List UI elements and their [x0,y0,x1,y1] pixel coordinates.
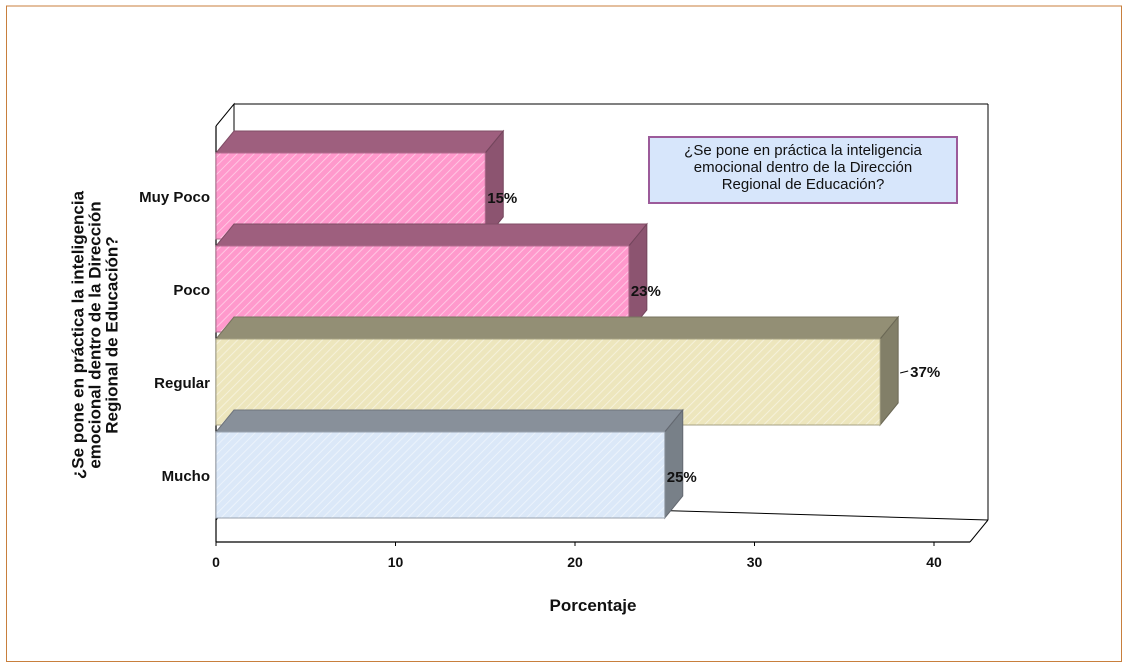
category-label: Regular [154,375,210,392]
value-leader-line [900,370,909,374]
legend-line: Regional de Educación? [721,176,885,193]
chart-frame [6,6,1122,662]
bar-top-face [214,409,684,433]
category-label: Mucho [162,468,210,485]
bar-front-face [215,431,666,519]
y-axis-label-line: Regional de Educación? [102,236,122,434]
bar-poco [214,222,648,334]
legend-line: emocional dentro de la Dirección [693,159,913,176]
value-label: 37% [910,364,940,381]
value-label: 15% [487,190,517,207]
category-label: Poco [173,282,210,299]
value-label: 23% [631,283,661,300]
bar-regular [214,315,900,427]
x-tick-label: 40 [926,554,942,570]
x-tick-label: 0 [212,554,220,570]
legend: ¿Se pone en práctica la inteligencia emo… [648,136,958,204]
bar-top-face [214,130,505,154]
x-tick-label: 20 [567,554,583,570]
value-label: 25% [667,469,697,486]
category-label: Muy Poco [139,189,210,206]
y-axis-label-line: emocional dentro de la Dirección [85,201,105,469]
y-axis-label: ¿Se pone en práctica la inteligencia emo… [68,190,122,480]
y-axis-label-line: ¿Se pone en práctica la inteligencia [68,190,88,480]
bar-muy-poco [214,129,505,241]
legend-line: ¿Se pone en práctica la inteligencia [684,142,922,159]
bar-top-face [214,316,900,340]
x-tick-label: 10 [388,554,404,570]
x-tick-label: 30 [747,554,763,570]
x-axis-label: Porcentaje [550,596,637,615]
bar-top-face [214,223,648,247]
bar-mucho [214,408,684,520]
